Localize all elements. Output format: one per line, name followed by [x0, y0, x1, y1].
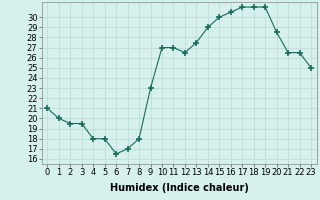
X-axis label: Humidex (Indice chaleur): Humidex (Indice chaleur)	[110, 183, 249, 193]
